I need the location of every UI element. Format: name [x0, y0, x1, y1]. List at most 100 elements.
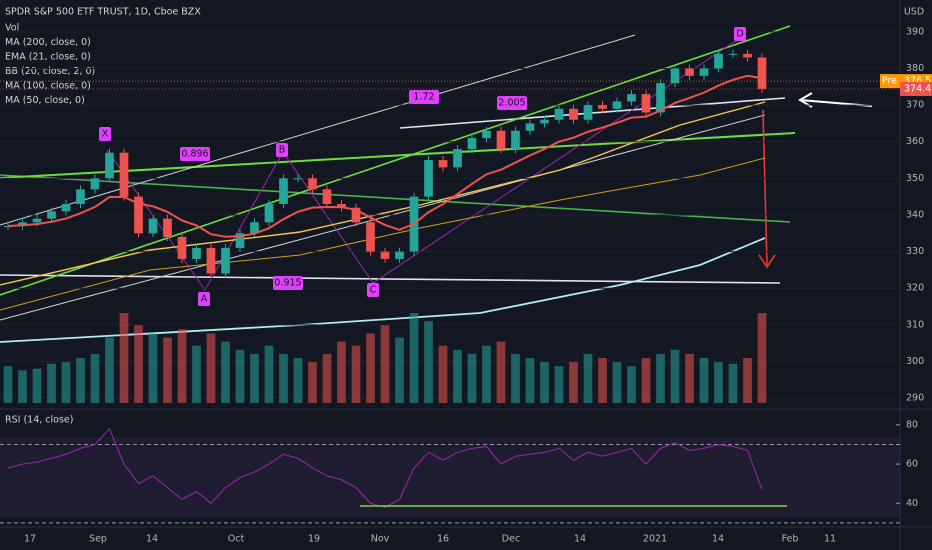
candle — [235, 233, 245, 248]
candle — [554, 108, 564, 120]
volume-bar — [264, 345, 274, 403]
price-tag-label-bg — [880, 74, 900, 89]
pattern-label: 0.915 — [274, 278, 301, 289]
candle — [670, 68, 680, 84]
candle — [467, 138, 477, 150]
candle — [293, 178, 303, 180]
candle — [351, 207, 361, 223]
candle — [728, 53, 738, 55]
volume-bar — [409, 313, 419, 403]
candle — [32, 218, 42, 223]
trendline — [399, 97, 786, 129]
volume-bar — [221, 341, 230, 403]
pattern-label-bg — [367, 283, 379, 297]
volume-bar — [148, 333, 158, 403]
candle — [47, 211, 56, 219]
candle — [757, 57, 767, 89]
volume-bar — [279, 353, 288, 403]
time-label: Oct — [228, 534, 245, 545]
candle — [279, 178, 288, 204]
volume-bar — [76, 358, 85, 403]
legend: SPDR S&P 500 ETF TRUST, 1D, Cboe BZX — [5, 7, 201, 18]
time-label: Feb — [782, 534, 799, 545]
volume-bar — [583, 353, 593, 403]
candle — [583, 105, 593, 120]
y-tick-label: 330 — [906, 246, 924, 257]
price-tag — [900, 81, 932, 96]
arrow — [762, 109, 768, 266]
candle — [743, 53, 752, 58]
volume-bar — [482, 345, 491, 403]
pattern-label: 2.005 — [498, 98, 525, 109]
indicator-label: BB (20, close, 2, 0) — [5, 66, 95, 77]
pattern-label: B — [279, 145, 286, 156]
candle — [395, 251, 404, 259]
rsi-line — [7, 427, 763, 508]
volume-bar — [119, 313, 129, 403]
volume-bar — [18, 370, 27, 403]
y-tick-label: 380 — [906, 63, 924, 74]
volume-bar — [192, 345, 201, 403]
indicator-label: MA (100, close, 0) — [5, 81, 91, 92]
time-label: 14 — [574, 534, 586, 545]
volume-bar — [366, 333, 375, 403]
price-tag-value: 376.56 — [904, 76, 932, 87]
price-tag-value: 374.41 — [904, 83, 932, 94]
candle — [380, 251, 390, 259]
volume-bar — [105, 337, 114, 403]
volume-bar — [453, 349, 462, 403]
indicator-label: EMA (21, close, 0) — [5, 52, 91, 63]
price-tag-label: Pre — [882, 76, 897, 87]
pattern-label-bg — [180, 147, 210, 161]
candle — [250, 222, 259, 234]
time-label: 14 — [712, 534, 724, 545]
pattern-label: X — [102, 129, 109, 140]
candle — [598, 105, 607, 109]
volume-bar — [699, 358, 709, 403]
time-label: 17 — [24, 534, 36, 545]
volume-bar — [467, 353, 477, 403]
volume-bar — [714, 362, 723, 403]
candle — [699, 68, 709, 76]
volume-bar — [569, 362, 578, 403]
trendline — [0, 25, 791, 296]
volume-bar — [496, 341, 506, 403]
rsi-band-fill — [0, 437, 900, 517]
volume-bar — [47, 363, 56, 403]
candle — [424, 160, 433, 197]
candle — [134, 196, 143, 234]
currency: USD — [904, 7, 924, 18]
candle — [525, 123, 535, 131]
candle — [119, 152, 129, 197]
time-label: Nov — [371, 534, 390, 545]
volume-bar — [250, 353, 259, 403]
volume-bar — [627, 366, 636, 403]
rsi-tick-label: 60 — [906, 459, 918, 470]
volume-bar — [511, 353, 520, 403]
y-tick-label: 300 — [906, 356, 924, 367]
volume-bar — [380, 325, 390, 403]
volume-bar — [235, 349, 245, 403]
candle — [540, 119, 549, 124]
candle — [569, 108, 578, 120]
pattern-label-bg — [276, 143, 288, 157]
volume-bar — [177, 329, 187, 403]
volume-bar — [90, 353, 100, 403]
indicator-label: MA (50, close, 0) — [5, 95, 85, 106]
candle — [105, 152, 114, 179]
y-tick-label: 310 — [906, 319, 924, 330]
pattern-label-bg — [198, 292, 210, 306]
pattern-label-bg — [273, 276, 303, 290]
indicator-label: MA (200, close, 0) — [5, 37, 91, 48]
candle — [76, 189, 85, 204]
candle — [163, 218, 172, 237]
pattern-label: 1.72 — [413, 92, 434, 103]
candle — [221, 247, 230, 274]
candle — [496, 130, 506, 150]
candle — [18, 222, 27, 226]
rsi-tick-label: 80 — [906, 419, 918, 430]
candle — [453, 149, 462, 168]
rsi-title: RSI (14, close) — [5, 415, 73, 426]
volume-bar — [554, 366, 564, 403]
